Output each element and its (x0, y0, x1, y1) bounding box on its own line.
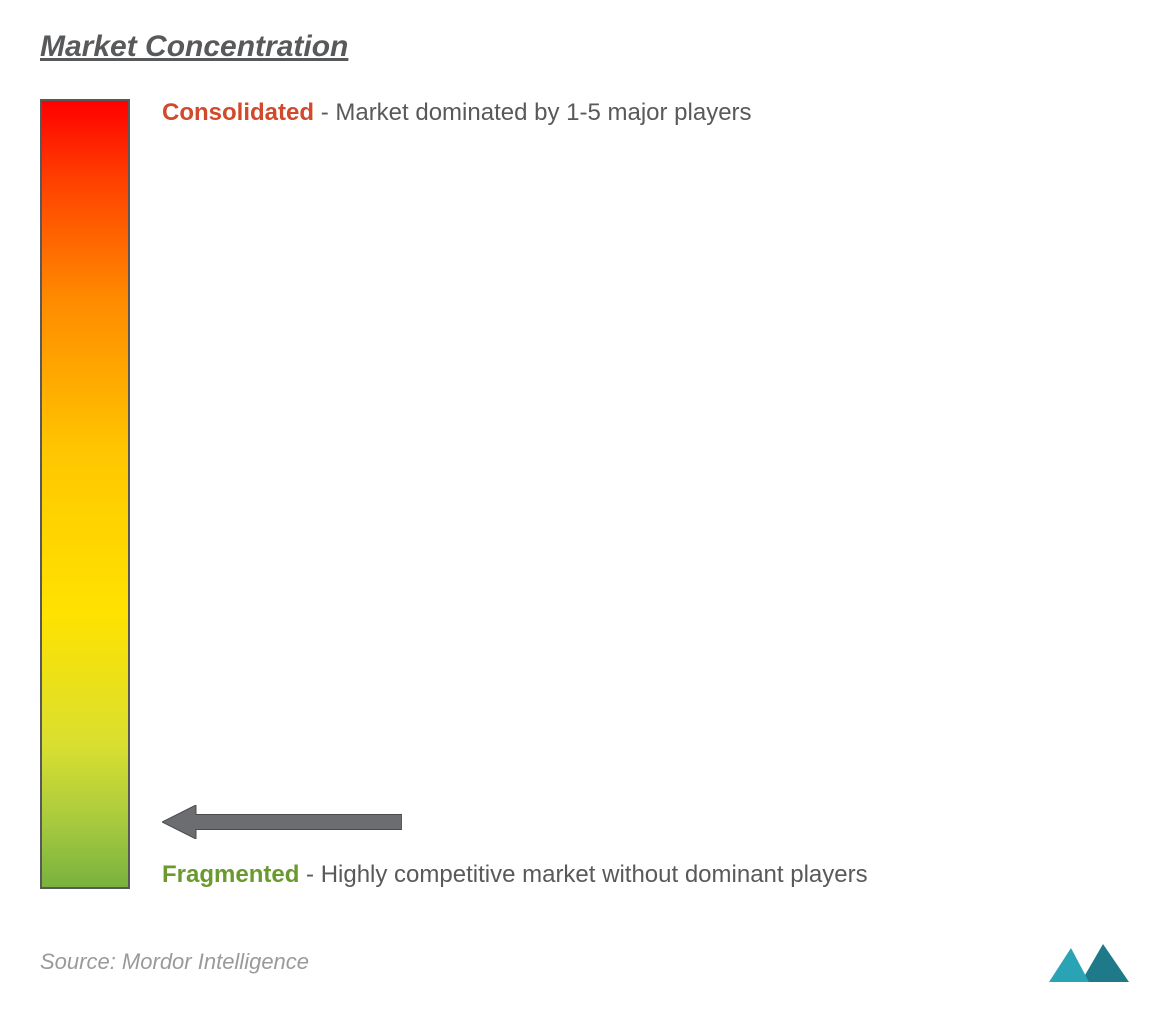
mordor-logo-icon (1049, 942, 1129, 982)
fragmented-description: - Highly competitive market without domi… (306, 861, 868, 888)
footer: Source: Mordor Intelligence (40, 942, 1129, 982)
concentration-gradient-scale (40, 99, 130, 889)
labels-column: Consolidated - Market dominated by 1-5 m… (162, 99, 1129, 889)
brand-logo (1049, 942, 1129, 982)
position-arrow (162, 805, 402, 839)
consolidated-description: - Market dominated by 1-5 major players (321, 99, 752, 126)
arrow-left-icon (162, 805, 402, 839)
consolidated-label: Consolidated - Market dominated by 1-5 m… (162, 99, 752, 127)
consolidated-highlight: Consolidated (162, 99, 314, 126)
fragmented-label: Fragmented - Highly competitive market w… (162, 861, 868, 889)
fragmented-highlight: Fragmented (162, 861, 299, 888)
source-text: Source: Mordor Intelligence (40, 949, 309, 975)
chart-content: Consolidated - Market dominated by 1-5 m… (40, 99, 1129, 889)
page-title: Market Concentration (40, 30, 1129, 64)
